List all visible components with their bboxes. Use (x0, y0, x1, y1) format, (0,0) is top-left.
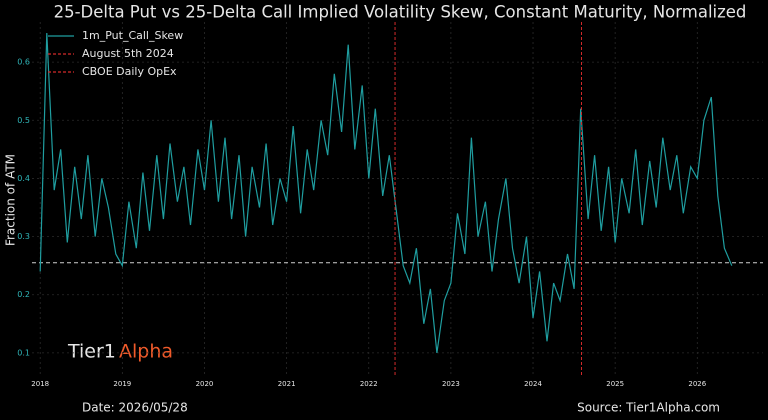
x-tick-label: 2026 (688, 380, 706, 388)
x-tick-label: 2019 (113, 380, 131, 388)
y-tick-label: 0.2 (17, 290, 30, 299)
x-tick-label: 2025 (606, 380, 624, 388)
y-tick-label: 0.5 (17, 116, 30, 125)
legend-label: CBOE Daily OpEx (82, 65, 177, 78)
x-tick-label: 2024 (524, 380, 542, 388)
x-tick-label: 2022 (360, 380, 378, 388)
y-tick-label: 0.3 (17, 232, 30, 241)
footer-date: Date: 2026/05/28 (82, 401, 188, 415)
footer-source: Source: Tier1Alpha.com (577, 401, 720, 415)
legend-label: August 5th 2024 (82, 47, 174, 60)
legend-label: 1m_Put_Call_Skew (82, 29, 183, 42)
y-tick-label: 0.1 (17, 348, 30, 357)
x-tick-label: 2023 (442, 380, 460, 388)
y-tick-label: 0.4 (17, 174, 30, 183)
y-axis-label: Fraction of ATM (4, 154, 18, 246)
y-tick-label: 0.6 (17, 58, 30, 67)
chart-title: 25-Delta Put vs 25-Delta Call Implied Vo… (54, 3, 747, 22)
x-tick-label: 2021 (278, 380, 296, 388)
x-tick-label: 2018 (31, 380, 49, 388)
x-tick-label: 2020 (196, 380, 214, 388)
series-line (39, 32, 733, 353)
brand-name: Tier1 (67, 341, 116, 363)
brand-accent: Alpha (119, 341, 173, 363)
